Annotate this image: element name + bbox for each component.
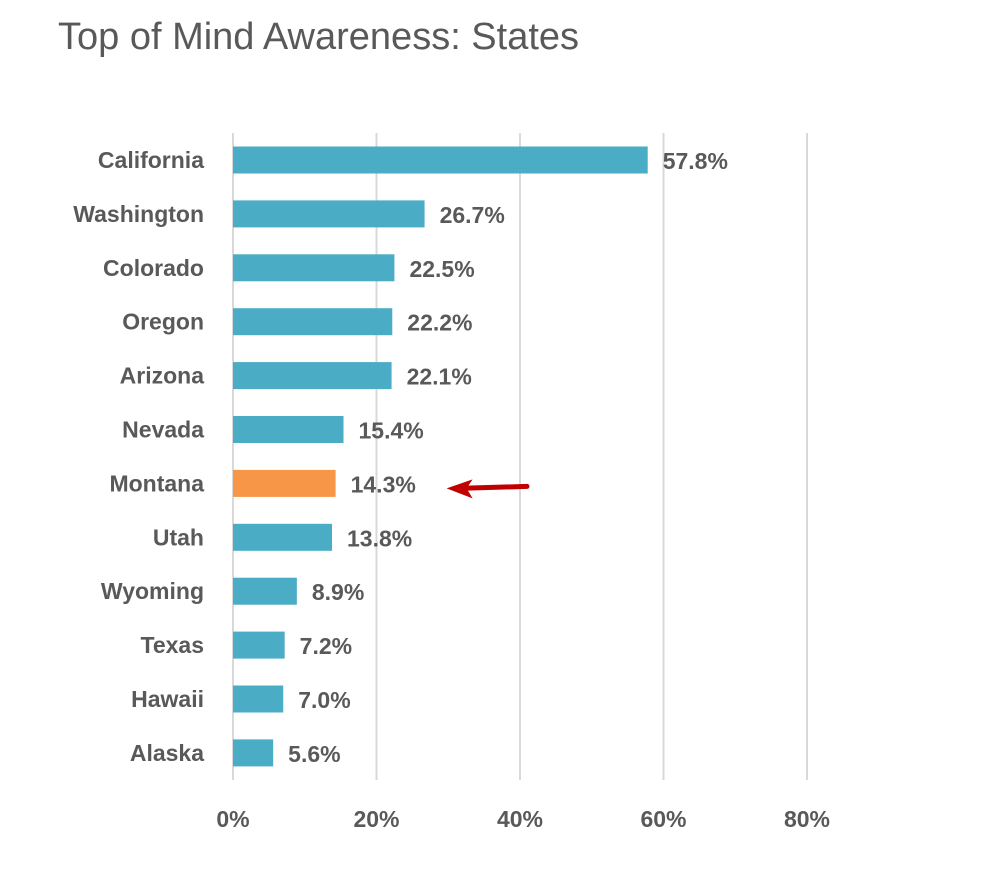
category-label: Oregon <box>122 309 204 335</box>
x-tick-label: 0% <box>216 806 249 832</box>
bar-nevada <box>233 416 344 443</box>
bar-texas <box>233 631 285 659</box>
bar-california <box>233 146 648 174</box>
gridlines <box>232 133 808 780</box>
value-label: 7.0% <box>298 687 350 713</box>
arrow-head <box>446 479 473 499</box>
value-label: 8.9% <box>312 579 364 605</box>
annotations <box>446 479 530 499</box>
bar-arizona <box>233 362 392 390</box>
category-label: Texas <box>140 632 204 658</box>
category-label: Utah <box>153 524 204 550</box>
bar-colorado <box>233 254 395 282</box>
x-tick-label: 60% <box>640 806 686 832</box>
bar-wyoming <box>233 577 297 605</box>
category-label: Alaska <box>130 740 204 766</box>
bar-oregon <box>233 308 393 336</box>
value-labels: 57.8% 26.7% 22.5% 22.2% 22.1% 15.4% 14.3% 13.8%… <box>288 148 728 767</box>
value-label: 14.3% <box>351 471 416 497</box>
chart-title: Top of Mind Awareness: States <box>58 16 580 58</box>
value-label: 5.6% <box>288 741 340 767</box>
x-tick-label: 40% <box>497 806 543 832</box>
category-label: Nevada <box>122 417 204 443</box>
value-label: 26.7% <box>440 202 505 228</box>
bar-montana <box>233 469 336 497</box>
bar-alaska <box>233 739 274 767</box>
category-label: Washington <box>73 201 204 227</box>
category-label: Colorado <box>103 255 204 281</box>
x-tick-label: 80% <box>784 806 830 832</box>
value-label: 22.2% <box>407 310 472 336</box>
arrow-shaft <box>456 483 530 491</box>
category-label: Wyoming <box>101 578 204 604</box>
bar-hawaii <box>233 685 284 713</box>
bars <box>233 146 648 767</box>
bar-washington <box>233 200 425 228</box>
value-label: 22.1% <box>407 364 472 390</box>
bar-utah <box>233 523 333 551</box>
x-tick-label: 20% <box>353 806 399 832</box>
category-label: Montana <box>109 470 204 496</box>
category-label: California <box>98 147 204 173</box>
category-label: Hawaii <box>131 686 204 712</box>
x-axis-ticks: 0% 20% 40% 60% 80% <box>216 806 830 832</box>
category-label: Arizona <box>120 363 205 389</box>
value-label: 57.8% <box>663 148 728 174</box>
value-label: 7.2% <box>300 633 352 659</box>
value-label: 22.5% <box>409 256 474 282</box>
category-labels: California Washington Colorado Oregon Arizon… <box>73 147 204 766</box>
value-label: 13.8% <box>347 525 412 551</box>
value-label: 15.4% <box>358 418 423 444</box>
